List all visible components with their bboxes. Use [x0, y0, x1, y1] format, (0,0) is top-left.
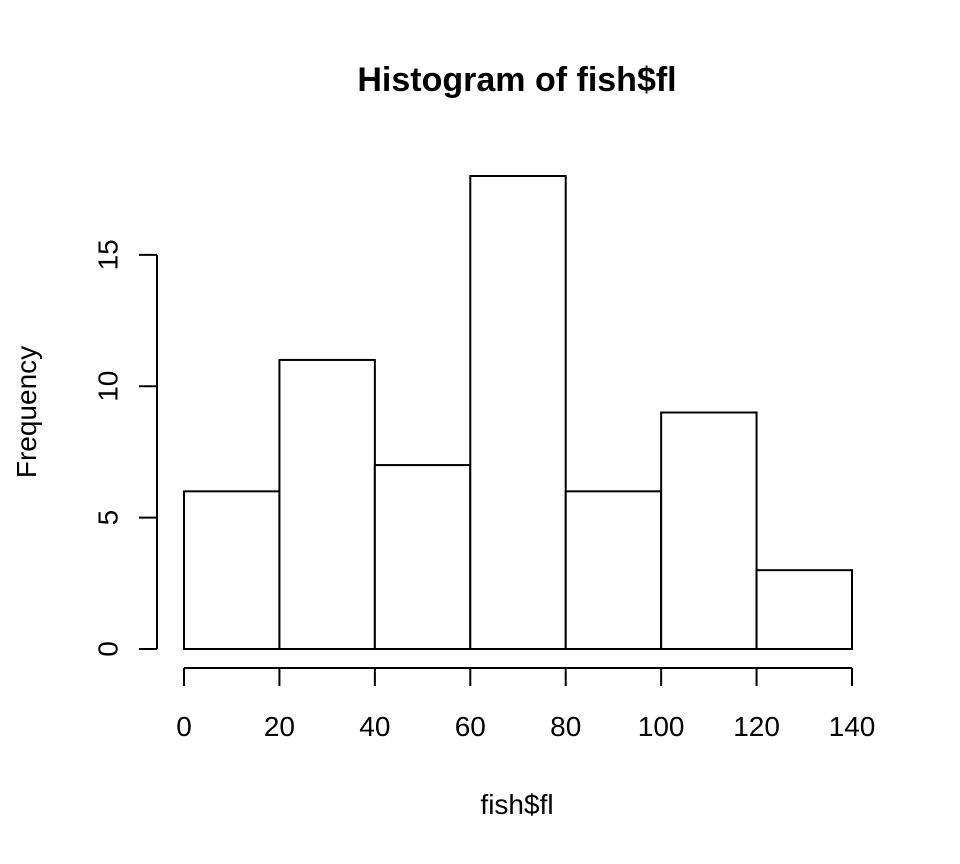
y-axis-label: Frequency: [11, 346, 42, 478]
histogram-bar-1: [278, 358, 376, 650]
x-axis-label: fish$fl: [480, 789, 553, 820]
histogram-bar-6: [755, 569, 853, 651]
x-tick-label-5: 100: [638, 711, 685, 742]
x-tick-label-6: 120: [733, 711, 780, 742]
histogram-bar-4: [564, 490, 663, 651]
x-tick-label-2: 40: [359, 711, 390, 742]
x-tick-label-3: 60: [455, 711, 486, 742]
histogram-bar-2: [373, 464, 472, 650]
y-tick-label-3: 15: [92, 239, 123, 270]
histogram-bar-0: [183, 490, 281, 651]
x-tick-label-0: 0: [176, 711, 192, 742]
y-axis: 0 5 10 15: [92, 239, 158, 657]
x-tick-label-7: 140: [829, 711, 876, 742]
bars-group: [183, 175, 853, 651]
y-tick-label-2: 10: [92, 371, 123, 402]
x-axis: 0 20 40 60 80 100 120 140: [176, 667, 876, 742]
y-tick-label-0: 0: [92, 641, 123, 657]
histogram-bar-3: [469, 175, 567, 650]
x-tick-label-4: 80: [550, 711, 581, 742]
histogram-bar-5: [660, 411, 758, 650]
chart-title: Histogram of fish$fl: [357, 61, 676, 99]
y-tick-label-1: 5: [92, 510, 123, 526]
x-tick-label-1: 20: [264, 711, 295, 742]
